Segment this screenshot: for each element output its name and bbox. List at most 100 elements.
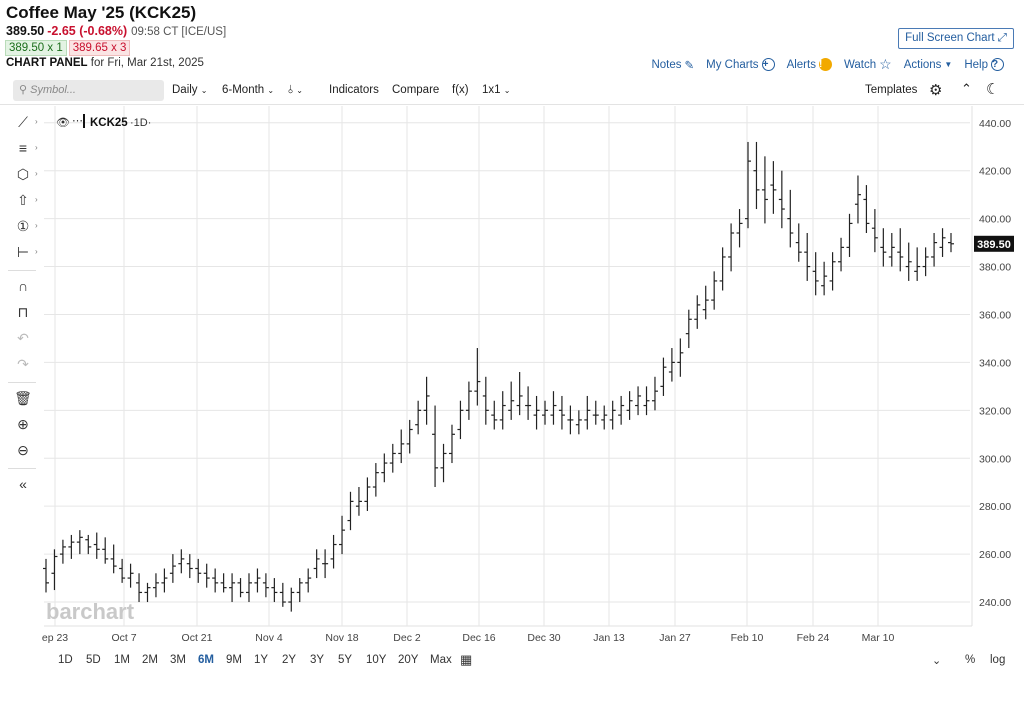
zoom-in-icon[interactable]: ⊕ [17, 416, 29, 432]
ohlc-bar [499, 391, 506, 430]
ohlc-bar [355, 487, 362, 516]
chart-type-dropdown[interactable]: ⫰ ⌄ [288, 84, 303, 97]
watch-link[interactable]: Watch ☆ [844, 56, 892, 73]
ohlc-bar [339, 515, 346, 555]
ohlc-bar [415, 400, 422, 435]
double-chevron-down-icon[interactable]: ⌄ [932, 655, 942, 667]
price-chart[interactable]: 240.00 260.00 280.00 300.00 320.00 340.00 360.… [0, 106, 1024, 650]
more-icon[interactable]: ⋯ [72, 115, 83, 127]
gear-icon[interactable]: ⚙ [929, 82, 943, 99]
chevron-right-icon[interactable]: › [35, 143, 38, 152]
compare-button[interactable]: Compare [392, 84, 440, 96]
chevron-right-icon[interactable]: › [35, 169, 38, 178]
fx-button[interactable]: f(x) [452, 84, 469, 96]
arrow-icon[interactable]: ⇧ [17, 192, 29, 208]
full-screen-button[interactable]: Full Screen Chart ⤢ [898, 28, 1014, 49]
price-change: -2.65 (-0.68%) [47, 24, 128, 38]
collapse-icon[interactable]: « [19, 476, 27, 492]
chevron-right-icon[interactable]: › [35, 221, 38, 230]
chevron-right-icon[interactable]: › [35, 247, 38, 256]
percent-toggle[interactable]: % [965, 654, 976, 666]
lock-icon[interactable]: ⊓ [17, 304, 29, 320]
ohlc-bar [931, 233, 938, 267]
moon-icon[interactable]: ☾ [986, 81, 1000, 98]
shape-icon[interactable]: ⬡ [16, 166, 30, 182]
ohlc-bar [618, 395, 625, 425]
ohlc-bar [888, 233, 895, 267]
period-button-20y[interactable]: 20Y [398, 654, 419, 666]
trend-line-icon[interactable]: ⟋ [18, 114, 28, 130]
chevron-right-icon[interactable]: › [35, 195, 38, 204]
period-button-3y[interactable]: 3Y [310, 654, 325, 666]
period-button-1y[interactable]: 1Y [254, 654, 269, 666]
ohlc-bar [635, 386, 642, 416]
help-link[interactable]: Help? [964, 58, 1004, 71]
period-button-1d[interactable]: 1D [58, 654, 73, 666]
ohlc-bar [136, 573, 143, 603]
ohlc-bar [296, 578, 303, 603]
period-button-5y[interactable]: 5Y [338, 654, 353, 666]
last-price-tag-label: 389.50 [977, 239, 1011, 251]
collapse-up-icon[interactable]: ⌃ [961, 81, 972, 96]
redo-icon[interactable]: ↷ [17, 356, 29, 372]
period-button-10y[interactable]: 10Y [366, 654, 387, 666]
trash-icon[interactable]: 🗑 [14, 390, 32, 406]
alerts-link[interactable]: Alerts! [787, 58, 832, 71]
ohlc-bar [144, 582, 151, 603]
period-button-5d[interactable]: 5D [86, 654, 101, 666]
ohlc-bar [152, 573, 159, 598]
ohlc-bar [43, 558, 49, 593]
ohlc-bar [406, 419, 413, 454]
log-toggle[interactable]: log [990, 654, 1006, 666]
notes-link[interactable]: Notes ✎ [651, 58, 694, 72]
period-button-2y[interactable]: 2Y [282, 654, 297, 666]
page-title: Coffee May '25 (KCK25) [6, 3, 197, 22]
my-charts-link[interactable]: My Charts + [706, 58, 775, 71]
ohlc-bar [533, 395, 540, 430]
x-tick-label: Nov 18 [325, 632, 358, 644]
ohlc-bar [220, 573, 227, 593]
calendar-icon[interactable]: ▦ [460, 652, 473, 667]
ohlc-bar [778, 170, 785, 229]
period-button-2m[interactable]: 2M [142, 654, 158, 666]
range-dropdown[interactable]: 6-Month ⌄ [222, 84, 274, 96]
bid-badge: 389.50 x 1 [5, 40, 67, 56]
actions-menu[interactable]: Actions ▼ [904, 59, 953, 71]
ohlc-bar [651, 376, 658, 411]
undo-icon[interactable]: ↶ [17, 330, 29, 346]
chevron-right-icon[interactable]: › [35, 117, 38, 126]
alert-icon: ! [818, 58, 832, 71]
period-button-3m[interactable]: 3M [170, 654, 186, 666]
last-price-tag: 389.50 [974, 235, 1014, 252]
y-axis: 240.00 260.00 280.00 300.00 320.00 340.00 360.… [979, 118, 1011, 609]
ohlc-bar [389, 443, 396, 473]
number-icon[interactable]: ① [16, 218, 30, 234]
ohlc-bar [448, 424, 455, 464]
x-tick-label: Oct 7 [111, 632, 136, 644]
zoom-out-icon[interactable]: ⊖ [17, 442, 29, 458]
y-tick-label: 260.00 [979, 549, 1011, 561]
ohlc-bar [542, 400, 549, 425]
ohlc-bar [609, 400, 616, 430]
period-button-6m[interactable]: 6M [198, 654, 214, 666]
period-button-9m[interactable]: 9M [226, 654, 242, 666]
legend-symbol[interactable]: KCK25 [90, 117, 128, 129]
symbol-input[interactable]: ⚲ Symbol... [13, 80, 164, 101]
chevron-down-icon: ⌄ [503, 86, 511, 95]
y-tick-label: 360.00 [979, 309, 1011, 321]
symbol-placeholder: Symbol... [30, 84, 76, 96]
magnet-icon[interactable]: ∩ [17, 278, 29, 294]
templates-button[interactable]: Templates [865, 84, 918, 96]
eye-icon[interactable]: 👁 [56, 117, 70, 129]
ohlc-bar [59, 539, 66, 564]
fib-icon[interactable]: ≡ [18, 140, 28, 156]
ohlc-bar [719, 247, 726, 291]
period-button-1m[interactable]: 1M [114, 654, 130, 666]
period-button-max[interactable]: Max [430, 654, 452, 666]
measure-icon[interactable]: ⊢ [16, 244, 30, 260]
interval-dropdown[interactable]: Daily ⌄ [172, 84, 207, 96]
indicators-button[interactable]: Indicators [329, 84, 379, 96]
ohlc-bar [203, 563, 210, 588]
full-screen-label: Full Screen Chart [905, 32, 995, 44]
layout-dropdown[interactable]: 1x1 ⌄ [482, 84, 510, 96]
